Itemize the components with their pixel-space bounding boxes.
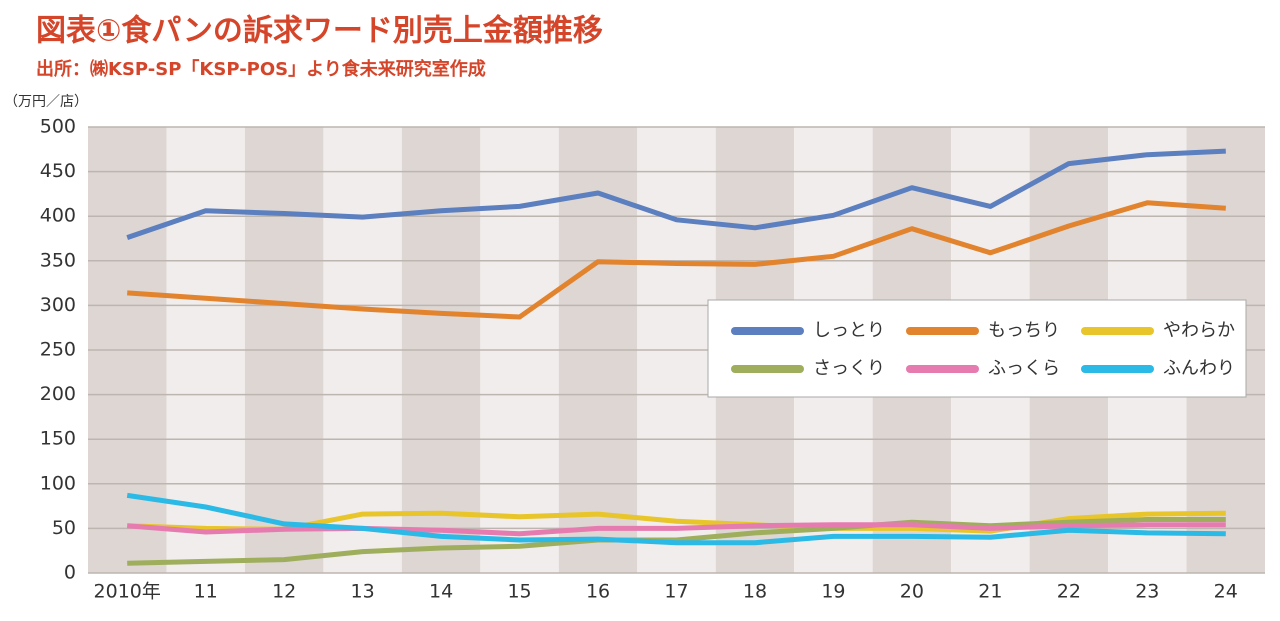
legend-label: もっちり <box>988 320 1060 341</box>
x-tick-label: 14 <box>429 581 453 603</box>
y-tick-label: 500 <box>40 116 76 138</box>
x-tick-label: 21 <box>978 581 1002 603</box>
chart-title: 図表①食パンの訴求ワード別売上金額推移 <box>36 14 603 49</box>
y-tick-label: 150 <box>40 428 76 450</box>
y-tick-label: 50 <box>52 517 76 539</box>
y-tick-label: 200 <box>40 383 76 405</box>
series-line <box>127 522 1226 537</box>
x-tick-label: 17 <box>664 581 688 603</box>
y-tick-label: 400 <box>40 205 76 227</box>
y-tick-label: 300 <box>40 294 76 316</box>
x-tick-label: 20 <box>900 581 924 603</box>
x-tick-label: 18 <box>743 581 767 603</box>
x-tick-label: 19 <box>821 581 845 603</box>
y-tick-label: 450 <box>40 160 76 182</box>
y-tick-label: 100 <box>40 472 76 494</box>
x-tick-label: 15 <box>507 581 531 603</box>
legend-label: やわらか <box>1163 320 1235 341</box>
legend-box <box>707 299 1247 398</box>
y-axis-label: （万円／店） <box>4 94 88 110</box>
legend-label: さっくり <box>813 358 885 379</box>
x-tick-label: 16 <box>586 581 610 603</box>
legend-label: ふんわり <box>1163 358 1235 379</box>
x-tick-label: 22 <box>1057 581 1081 603</box>
x-tick-label: 24 <box>1214 581 1238 603</box>
series-line <box>126 492 1226 546</box>
x-tick-label: 2010年 <box>94 581 161 603</box>
legend-label: ふっくら <box>988 358 1060 379</box>
legend-label: しっとり <box>813 320 885 341</box>
series-line <box>127 200 1226 320</box>
series-line <box>126 148 1226 240</box>
y-tick-label: 0 <box>64 562 76 584</box>
chart-subtitle: 出所：㈱KSP-SP「KSP-POS」より食未来研究室作成 <box>36 58 486 80</box>
y-tick-label: 350 <box>40 249 76 271</box>
y-tick-label: 250 <box>40 339 76 361</box>
x-tick-label: 11 <box>194 581 218 603</box>
x-tick-label: 13 <box>351 581 375 603</box>
x-tick-label: 12 <box>272 581 296 603</box>
series-line <box>127 517 1226 566</box>
x-tick-label: 23 <box>1135 581 1159 603</box>
